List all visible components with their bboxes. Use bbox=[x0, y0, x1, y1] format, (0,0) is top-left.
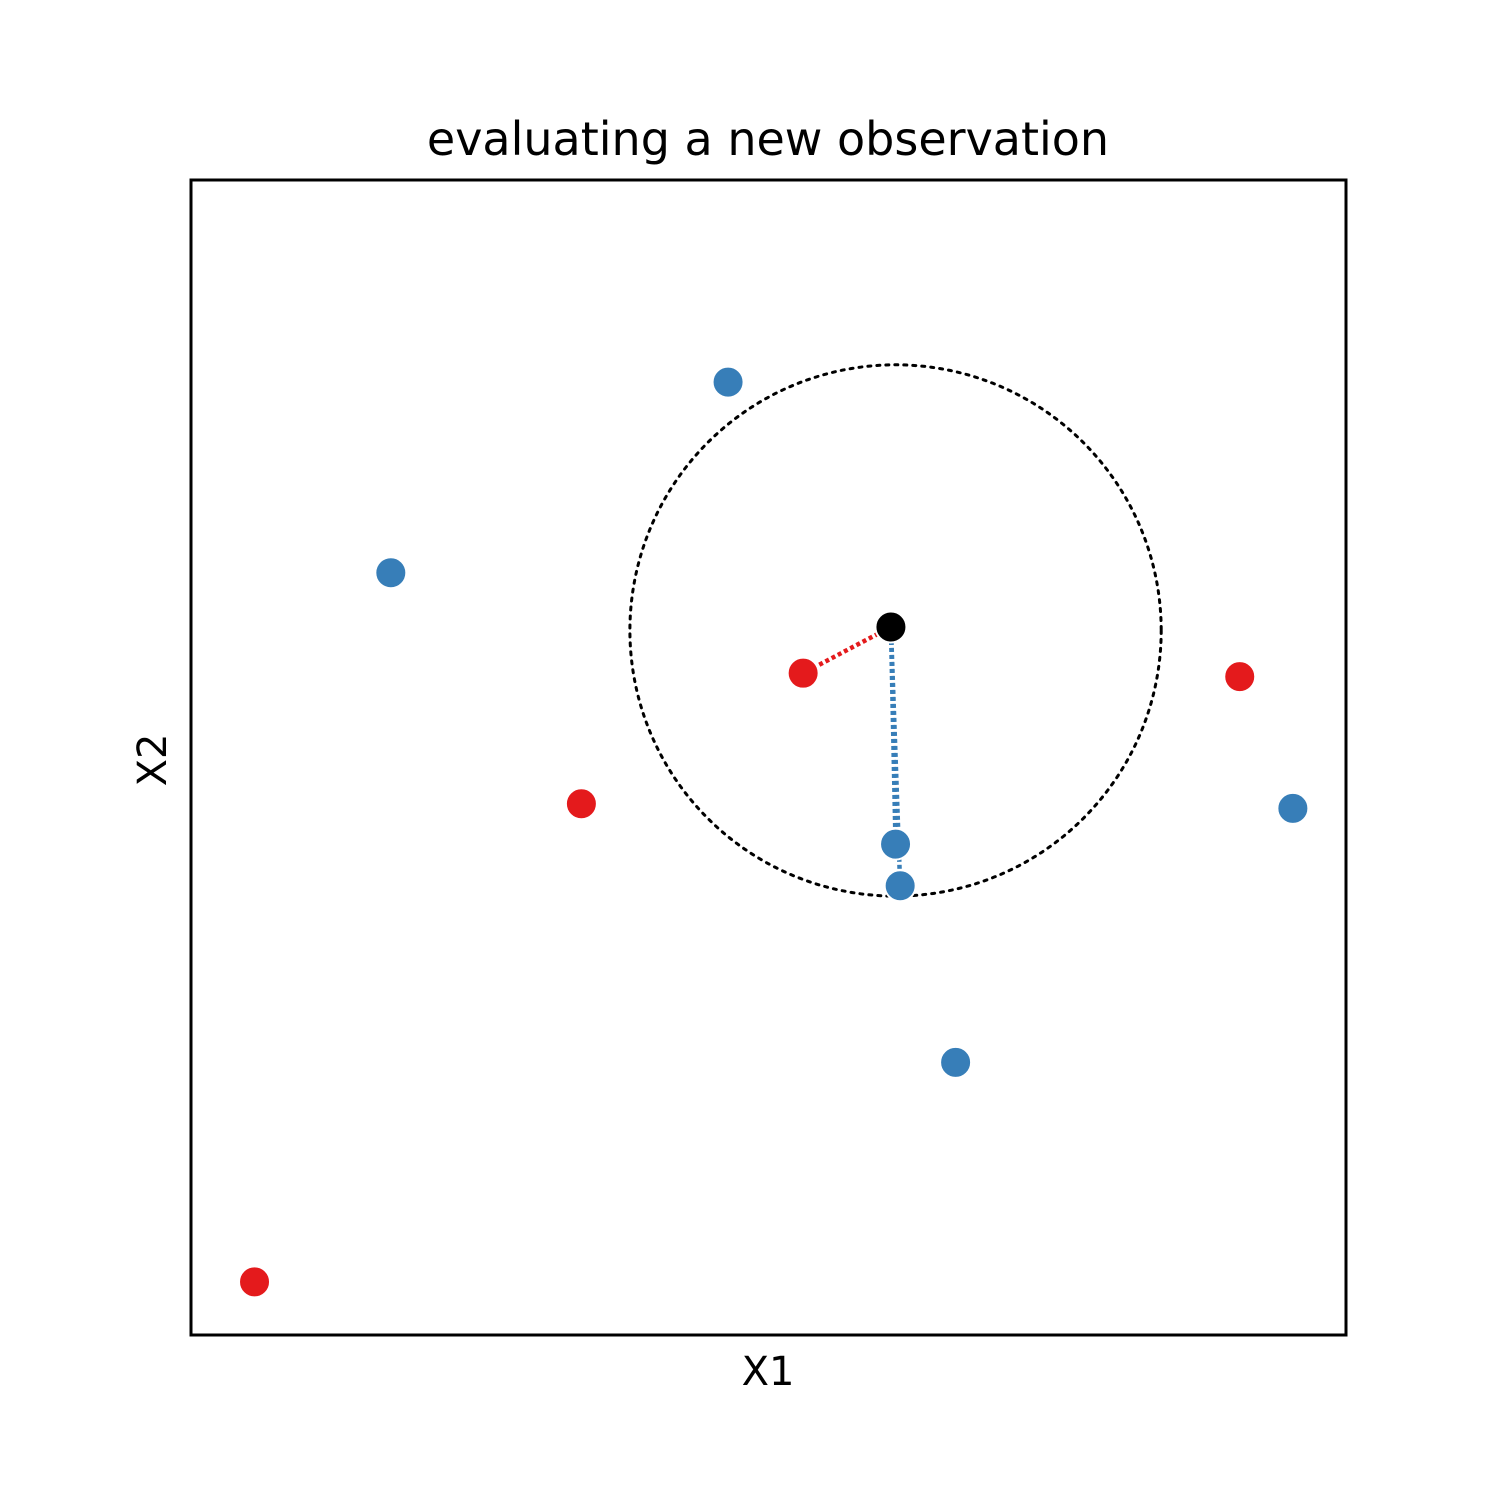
new-observation-point bbox=[874, 610, 908, 644]
blue-point-2 bbox=[711, 365, 745, 399]
chart-title: evaluating a new observation bbox=[427, 112, 1109, 166]
blue-point-4 bbox=[883, 869, 917, 903]
y-axis-label: X2 bbox=[130, 734, 176, 787]
connection-line-3 bbox=[888, 626, 903, 886]
red-point-3 bbox=[786, 656, 820, 690]
x-axis-label: X1 bbox=[742, 1349, 795, 1395]
blue-point-1 bbox=[374, 556, 408, 590]
blue-point-5 bbox=[939, 1045, 973, 1079]
plot-area bbox=[238, 363, 1310, 1299]
blue-point-3 bbox=[879, 827, 913, 861]
connection-line-1 bbox=[802, 624, 892, 676]
red-point-4 bbox=[1223, 660, 1257, 694]
blue-point-6 bbox=[1276, 791, 1310, 825]
red-point-1 bbox=[238, 1265, 272, 1299]
plot-frame bbox=[189, 178, 1348, 1337]
red-point-2 bbox=[564, 787, 598, 821]
